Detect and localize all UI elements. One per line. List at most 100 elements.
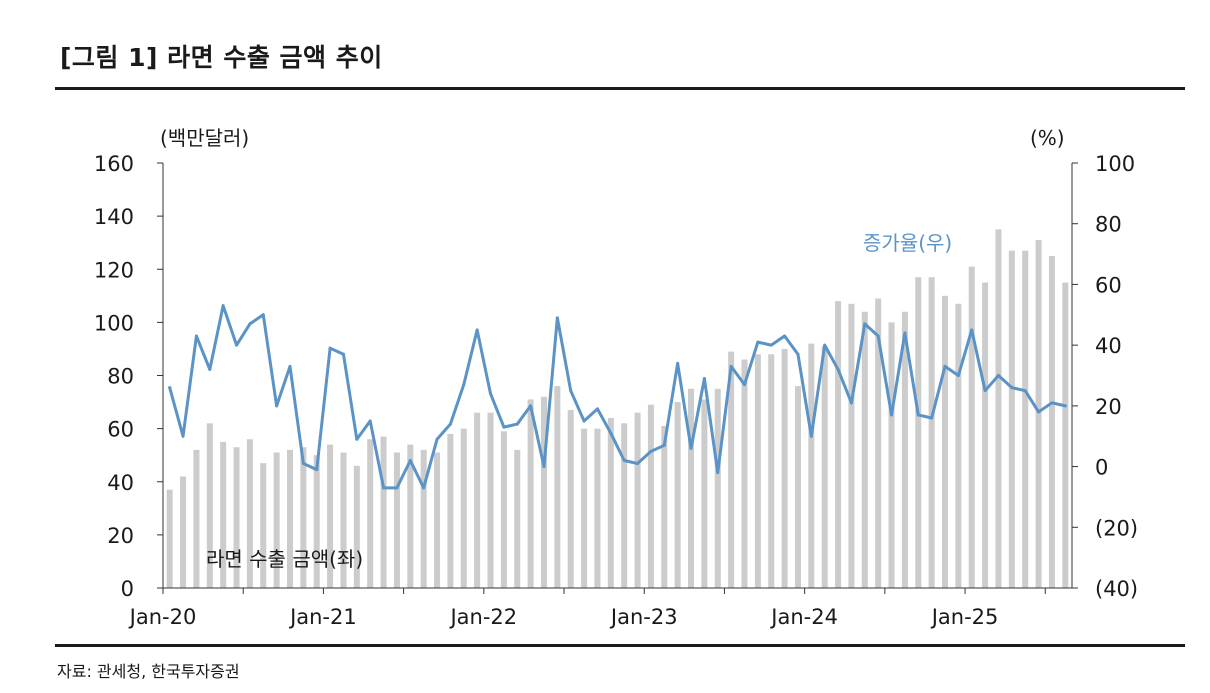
growth-rate-point [235, 343, 239, 347]
bar [447, 433, 454, 588]
bar [300, 447, 307, 588]
growth-rate-point [1010, 386, 1014, 390]
bar [540, 396, 547, 588]
left-axis-tick-label: 20 [107, 524, 134, 548]
x-axis-tick-label: Jan-21 [288, 605, 357, 629]
growth-rate-point [970, 328, 974, 332]
growth-rate-point [341, 352, 345, 356]
bar [554, 386, 561, 589]
figure-title: [그림 1] 라면 수출 금액 추이 [60, 43, 383, 72]
growth-rate-point [221, 304, 225, 308]
right-axis-tick-label: 100 [1095, 152, 1135, 176]
growth-rate-point [475, 328, 479, 332]
growth-rate-point [930, 416, 934, 420]
growth-rate-point [395, 486, 399, 490]
bar [180, 476, 187, 588]
right-axis-tick-label: 40 [1095, 334, 1122, 358]
growth-rate-point [742, 383, 746, 387]
growth-rate-point [876, 334, 880, 338]
line-series-label: 증가율(우) [863, 231, 952, 255]
bar [233, 447, 240, 588]
x-axis-tick-label: Jan-25 [930, 605, 999, 629]
growth-rate-point [208, 367, 212, 371]
growth-rate-point [569, 389, 573, 393]
bottom-rule [55, 644, 1185, 647]
growth-rate-point [489, 392, 493, 396]
right-axis-tick-label: 0 [1095, 456, 1108, 480]
right-axis-tick-label: 80 [1095, 213, 1122, 237]
growth-rate-point [368, 419, 372, 423]
right-axis-tick-label: 20 [1095, 395, 1122, 419]
x-axis-tick-label: Jan-22 [448, 605, 517, 629]
bar [286, 449, 293, 589]
bar [380, 436, 387, 588]
growth-rate-point [448, 422, 452, 426]
growth-rate-point [582, 419, 586, 423]
growth-rate-point [609, 431, 613, 435]
bar [821, 346, 828, 588]
left-axis-tick-label: 160 [94, 152, 134, 176]
growth-rate-point [408, 459, 412, 462]
left-axis-tick-label: 40 [107, 471, 134, 495]
left-axis-tick-label: 120 [94, 258, 134, 282]
growth-rate-point [1063, 404, 1067, 408]
growth-rate-point [515, 422, 519, 426]
bar [995, 229, 1002, 588]
growth-rate-point [849, 401, 853, 405]
growth-rate-point [676, 361, 680, 365]
bar [875, 298, 882, 588]
bar [367, 439, 374, 588]
bar [888, 322, 895, 589]
right-axis-tick-label: 60 [1095, 273, 1122, 297]
bar [942, 295, 949, 588]
bar [754, 354, 761, 588]
bar [567, 410, 574, 588]
bar [928, 277, 935, 588]
chart-labels: (백만달러) (%) 증가율(우) 라면 수출 금액(좌) [160, 126, 1065, 571]
bar [661, 425, 668, 588]
bar [220, 441, 227, 588]
bar [407, 444, 414, 588]
bar [206, 423, 213, 588]
growth-rate-point [809, 434, 813, 438]
bar [607, 418, 614, 588]
growth-rate-point [890, 413, 894, 417]
bar [1035, 240, 1042, 588]
growth-rate-point [555, 316, 559, 320]
bar [794, 386, 801, 589]
growth-rate-point [1023, 389, 1027, 393]
growth-rate-point [529, 404, 533, 408]
bar [393, 452, 400, 588]
left-axis-tick-label: 140 [94, 205, 134, 229]
x-axis-tick-label: Jan-20 [128, 605, 197, 629]
bar [500, 431, 507, 588]
growth-rate-point [275, 404, 279, 408]
bar [674, 402, 681, 588]
bar [701, 399, 708, 588]
bar [634, 412, 641, 588]
bar [955, 303, 962, 588]
left-axis-tick-label: 60 [107, 418, 134, 442]
left-axis-tick-label: 80 [107, 365, 134, 389]
bar [353, 465, 360, 588]
bar [901, 311, 908, 588]
bar [340, 452, 347, 588]
growth-rate-point [422, 486, 426, 490]
growth-rate-point [355, 437, 359, 441]
growth-rate-point [863, 322, 867, 326]
growth-rate-point [301, 462, 305, 466]
bar [246, 439, 253, 588]
bar [1022, 250, 1029, 588]
source-note: 자료: 관세청, 한국투자증권 [57, 662, 240, 681]
growth-rate-point [462, 383, 466, 387]
bar [474, 412, 481, 588]
line-series [168, 304, 1067, 490]
bar [915, 277, 922, 588]
bar [621, 423, 628, 588]
growth-rate-point [261, 313, 265, 317]
growth-rate-point [194, 334, 198, 338]
growth-rate-point [903, 331, 907, 335]
bar [434, 452, 441, 588]
growth-rate-point [756, 340, 760, 344]
